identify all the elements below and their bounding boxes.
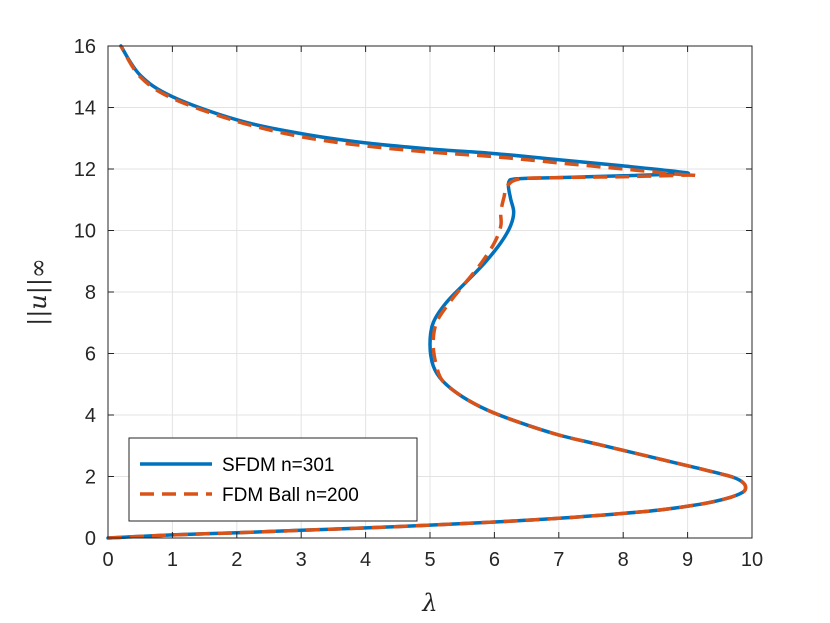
x-tick-label: 1 [167,549,178,571]
axis-ticks [107,45,753,539]
y-tick-label: 2 [85,467,96,489]
y-tick-label: 10 [74,221,96,243]
y-tick-label: 0 [85,528,96,550]
y-tick-label: 4 [85,405,96,427]
legend: SFDM n=301 FDM Ball n=200 [128,437,418,522]
x-axis-title: λ [421,589,437,617]
y-tick-label: 14 [74,98,96,120]
series-line-1 [107,45,748,540]
legend-label-fdm-ball: FDM Ball n=200 [222,485,359,506]
x-tick-label: 0 [102,549,113,571]
x-tick-label: 3 [296,549,307,571]
y-tick-label: 6 [85,344,96,366]
y-tick-label: 12 [74,159,96,181]
x-tick-label: 5 [424,549,435,571]
x-tick-label: 8 [618,549,629,571]
legend-box [128,437,418,522]
x-tick-label: 4 [360,549,371,571]
y-tick-label: 8 [85,282,96,304]
x-tick-label: 9 [682,549,693,571]
legend-label-sfdm: SFDM n=301 [222,455,334,476]
x-tick-label: 6 [489,549,500,571]
x-tick-label: 10 [741,549,763,571]
series-layer [106,44,748,540]
x-tick-label: 2 [231,549,242,571]
y-axis-title: ||u||∞ [24,258,53,326]
x-tick-label: 7 [553,549,564,571]
y-tick-label: 16 [74,36,96,58]
grid-lines [108,46,752,538]
